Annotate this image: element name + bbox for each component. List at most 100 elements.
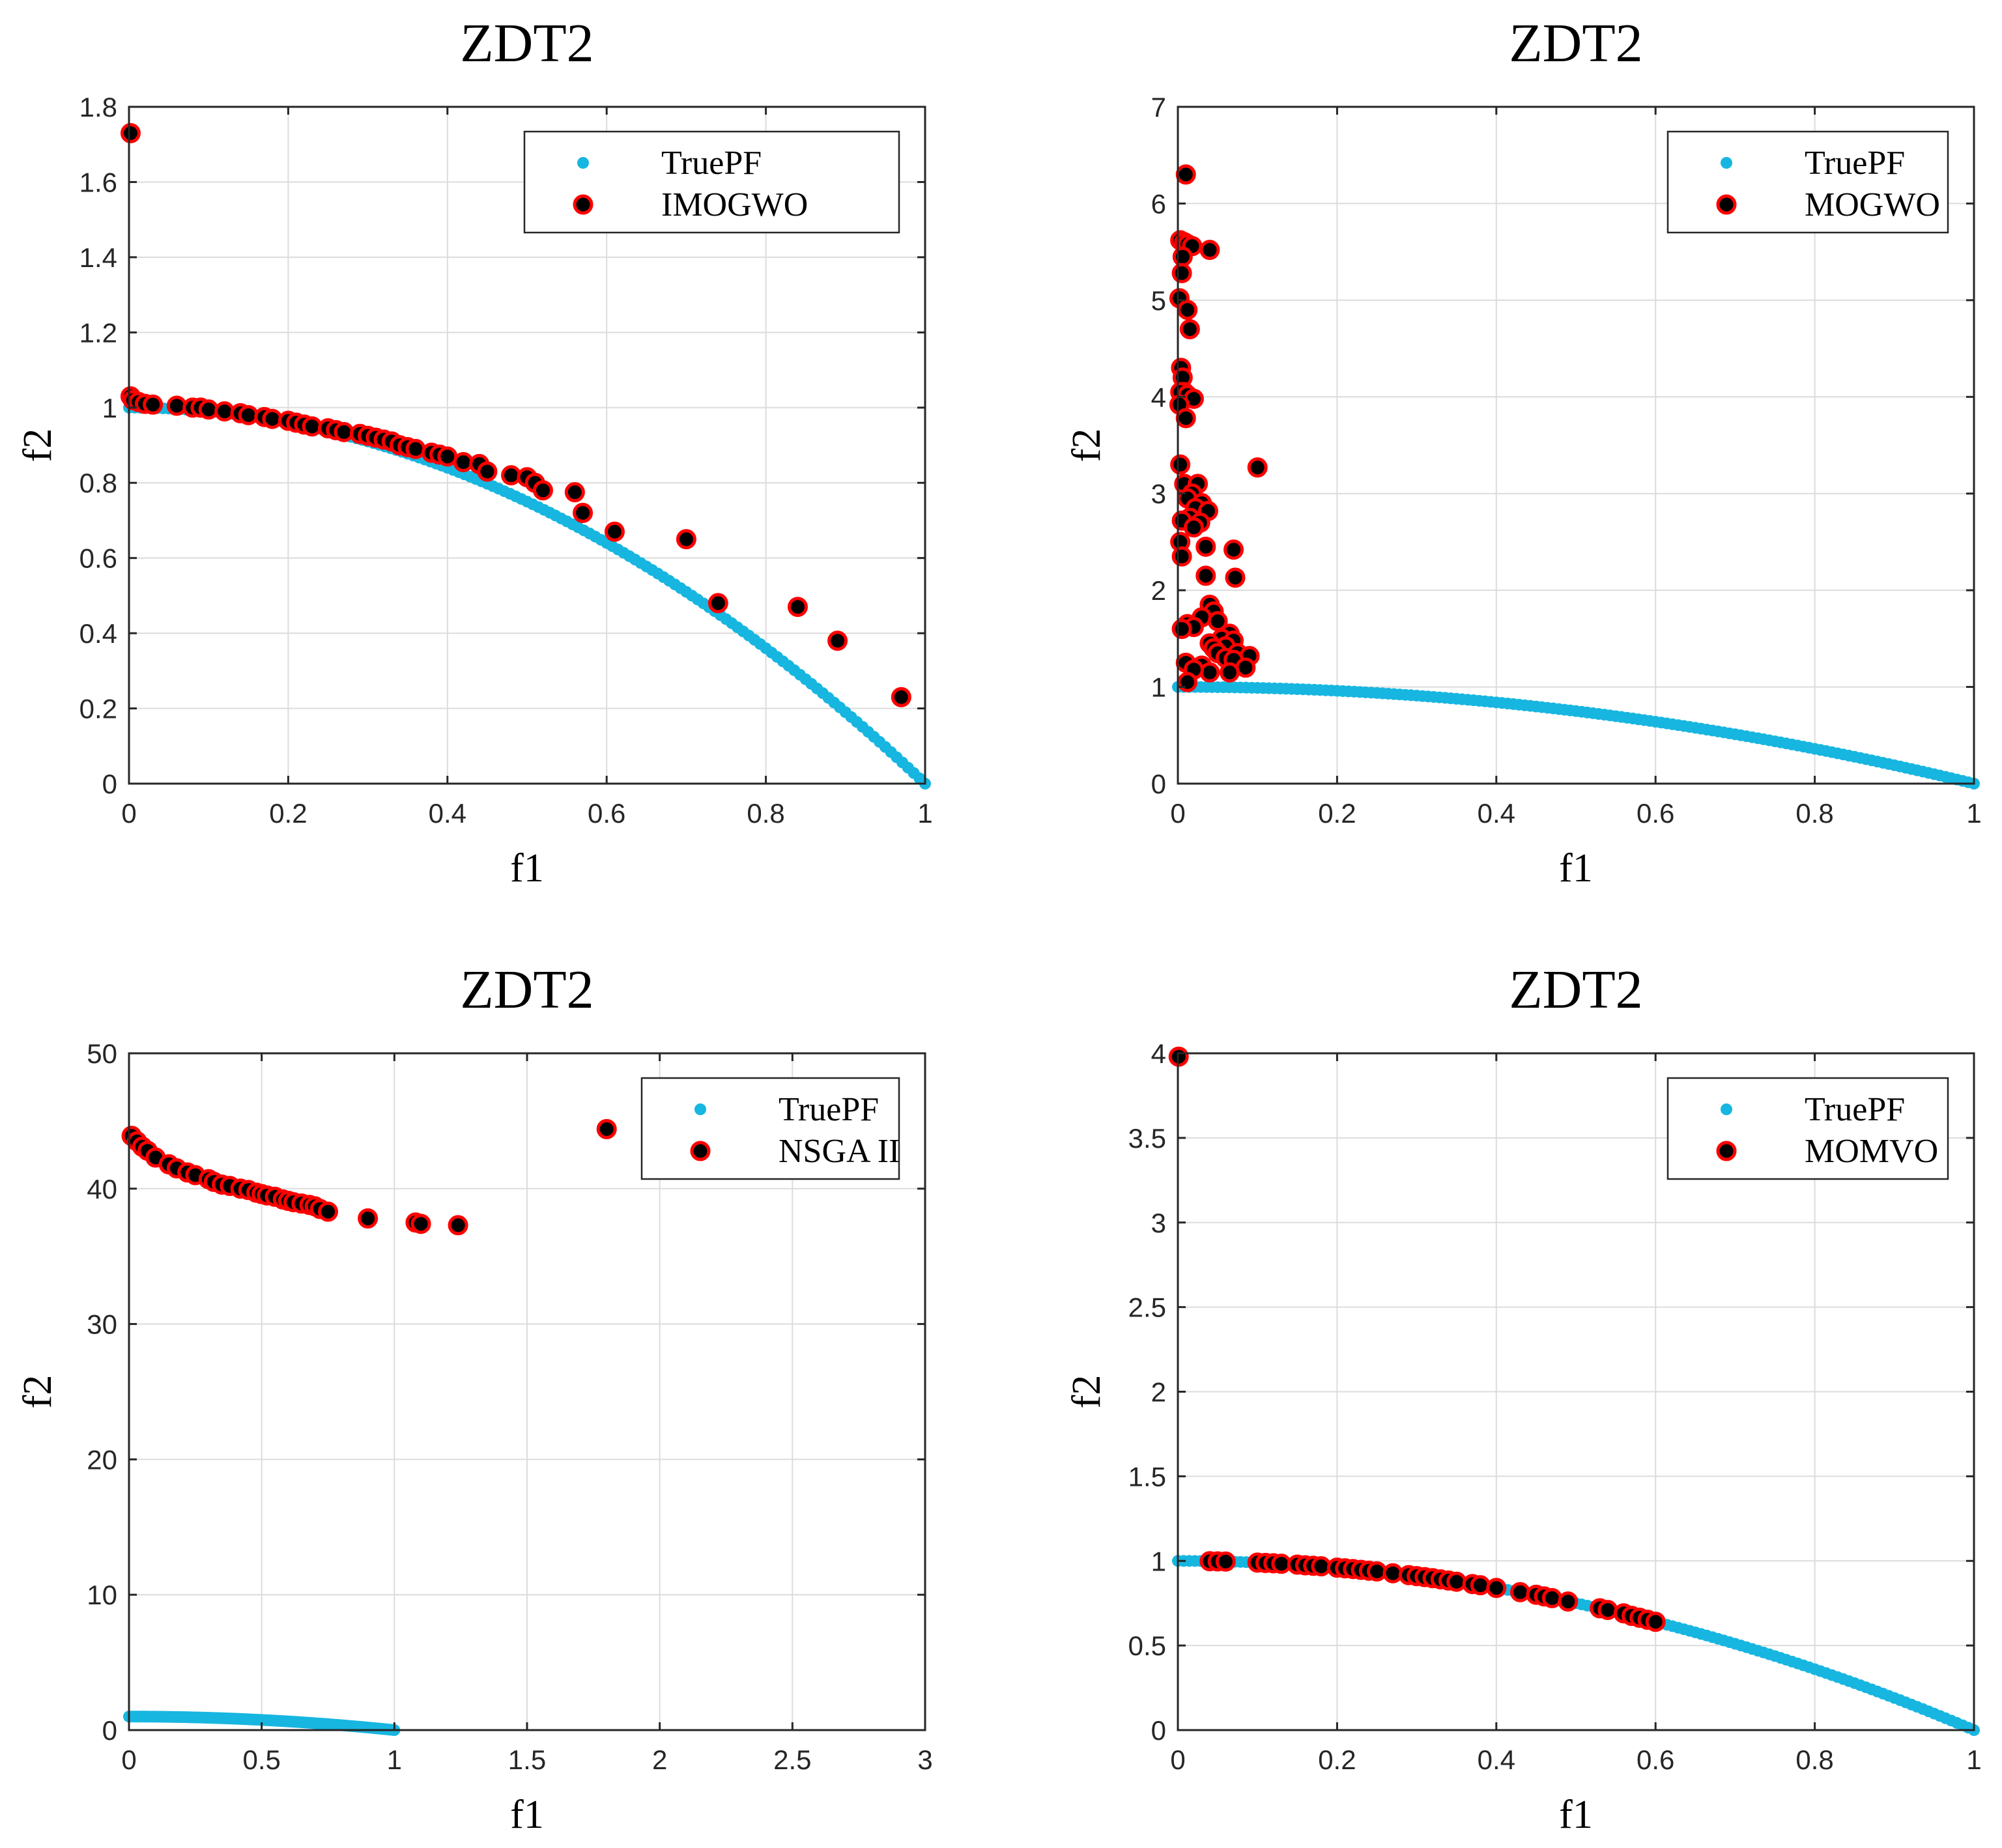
legend-label-algorithm: MOMVO bbox=[1805, 1133, 1938, 1170]
data-point bbox=[564, 482, 585, 503]
legend-box bbox=[523, 130, 900, 234]
data-point bbox=[827, 631, 848, 651]
y-tick-label: 2 bbox=[1151, 1377, 1166, 1408]
y-tick-label: 1 bbox=[102, 393, 117, 423]
data-point bbox=[214, 401, 235, 422]
y-tick-label: 1 bbox=[1151, 672, 1166, 703]
data-point bbox=[1470, 1575, 1491, 1596]
y-tick-label: 0 bbox=[1151, 1715, 1166, 1746]
x-tick-label: 0.4 bbox=[1478, 798, 1515, 829]
y-tick-label: 0.6 bbox=[79, 543, 117, 574]
algorithm-series bbox=[1168, 1046, 1666, 1632]
data-point bbox=[334, 421, 354, 442]
x-axis-label: f1 bbox=[510, 846, 544, 890]
data-point bbox=[1367, 1561, 1387, 1582]
y-tick-label: 10 bbox=[87, 1580, 117, 1610]
y-tick-label: 4 bbox=[1151, 382, 1166, 412]
chart-panel-2: 0 0.2 0.4 0.6 0.8 1 0 1 2 3 4 5 6 7 ZDT2 f1 f2 TruePF MOGW… bbox=[1065, 13, 1982, 890]
data-point bbox=[1225, 567, 1246, 588]
legend-label-truepf: TruePF bbox=[1805, 145, 1905, 182]
legend-marker-algorithm bbox=[690, 1141, 711, 1161]
data-point bbox=[1172, 246, 1193, 267]
y-tick-label: 0 bbox=[1151, 769, 1166, 799]
x-tick-label: 0.2 bbox=[1318, 1744, 1356, 1775]
truepf-series bbox=[1172, 681, 1980, 789]
x-axis-label: f1 bbox=[1559, 1793, 1593, 1837]
x-tick-label: 0.6 bbox=[1637, 798, 1674, 829]
chart-title: ZDT2 bbox=[1509, 960, 1642, 1020]
data-point bbox=[676, 529, 696, 550]
data-point bbox=[1382, 1563, 1403, 1584]
data-point bbox=[1195, 565, 1216, 586]
y-tick-label: 6 bbox=[1151, 188, 1166, 219]
y-tick-label: 3.5 bbox=[1128, 1123, 1166, 1154]
x-tick-label: 3 bbox=[917, 1744, 932, 1775]
data-point bbox=[1247, 457, 1268, 478]
data-point bbox=[596, 1118, 617, 1139]
data-point bbox=[1541, 1587, 1562, 1608]
y-tick-label: 0.8 bbox=[79, 468, 117, 498]
y-tick-label: 4 bbox=[1151, 1038, 1166, 1069]
data-point bbox=[477, 461, 498, 482]
legend-marker-algorithm bbox=[573, 194, 593, 215]
data-point bbox=[262, 408, 283, 429]
x-tick-label: 1.5 bbox=[508, 1744, 546, 1775]
data-point bbox=[1183, 517, 1204, 538]
legend-box bbox=[1666, 1077, 1949, 1180]
data-point bbox=[604, 521, 625, 542]
data-point bbox=[787, 597, 808, 618]
data-point bbox=[1558, 1591, 1579, 1612]
y-tick-label: 0.4 bbox=[79, 618, 117, 649]
data-point bbox=[1171, 619, 1192, 640]
data-point bbox=[448, 1215, 468, 1236]
y-tick-label: 3 bbox=[1151, 1208, 1166, 1238]
y-tick-label: 5 bbox=[1151, 285, 1166, 316]
legend-marker-truepf bbox=[1721, 157, 1732, 169]
chart-title: ZDT2 bbox=[460, 13, 593, 74]
data-point bbox=[1195, 536, 1216, 557]
x-tick-label: 0.5 bbox=[242, 1744, 280, 1775]
y-tick-label: 1.8 bbox=[79, 92, 117, 122]
data-point bbox=[143, 394, 164, 415]
data-point bbox=[318, 1201, 338, 1222]
data-point bbox=[1179, 319, 1200, 339]
legend-box bbox=[640, 1077, 900, 1180]
legend-marker-truepf bbox=[694, 1103, 706, 1115]
data-point bbox=[410, 1214, 431, 1234]
y-tick-label: 7 bbox=[1151, 92, 1166, 122]
x-tick-label: 1 bbox=[1966, 798, 1981, 829]
algorithm-series bbox=[121, 1118, 617, 1236]
data-point bbox=[1446, 1571, 1467, 1592]
data-point bbox=[1486, 1578, 1507, 1599]
data-point bbox=[1177, 300, 1198, 320]
legend-marker-truepf bbox=[577, 157, 589, 169]
legend-box bbox=[1666, 130, 1949, 234]
legend-label-algorithm: IMOGWO bbox=[661, 186, 808, 223]
data-point bbox=[198, 399, 219, 420]
data-point bbox=[891, 687, 911, 707]
algorithm-series bbox=[1169, 164, 1268, 692]
data-point bbox=[1177, 672, 1198, 692]
x-tick-label: 0.2 bbox=[269, 798, 307, 829]
data-point bbox=[302, 416, 322, 437]
y-tick-label: 20 bbox=[87, 1444, 117, 1475]
y-tick-label: 1 bbox=[1151, 1546, 1166, 1576]
data-point bbox=[1215, 1551, 1236, 1572]
data-point bbox=[1509, 1582, 1530, 1602]
data-point bbox=[1170, 454, 1191, 475]
legend-label-truepf: TruePF bbox=[1805, 1091, 1905, 1128]
data-point bbox=[1223, 539, 1244, 560]
chart-title: ZDT2 bbox=[460, 960, 593, 1020]
y-tick-label: 30 bbox=[87, 1309, 117, 1340]
x-tick-label: 1 bbox=[917, 798, 932, 829]
y-tick-label: 0 bbox=[102, 1715, 117, 1746]
x-tick-label: 2 bbox=[652, 1744, 667, 1775]
y-tick-label: 1.5 bbox=[1128, 1461, 1166, 1492]
data-point bbox=[532, 480, 553, 501]
y-tick-label: 1.2 bbox=[79, 317, 117, 348]
data-point bbox=[1199, 662, 1220, 683]
y-axis-label: f2 bbox=[16, 429, 60, 462]
data-point bbox=[453, 451, 474, 472]
chart-title: ZDT2 bbox=[1509, 13, 1642, 74]
